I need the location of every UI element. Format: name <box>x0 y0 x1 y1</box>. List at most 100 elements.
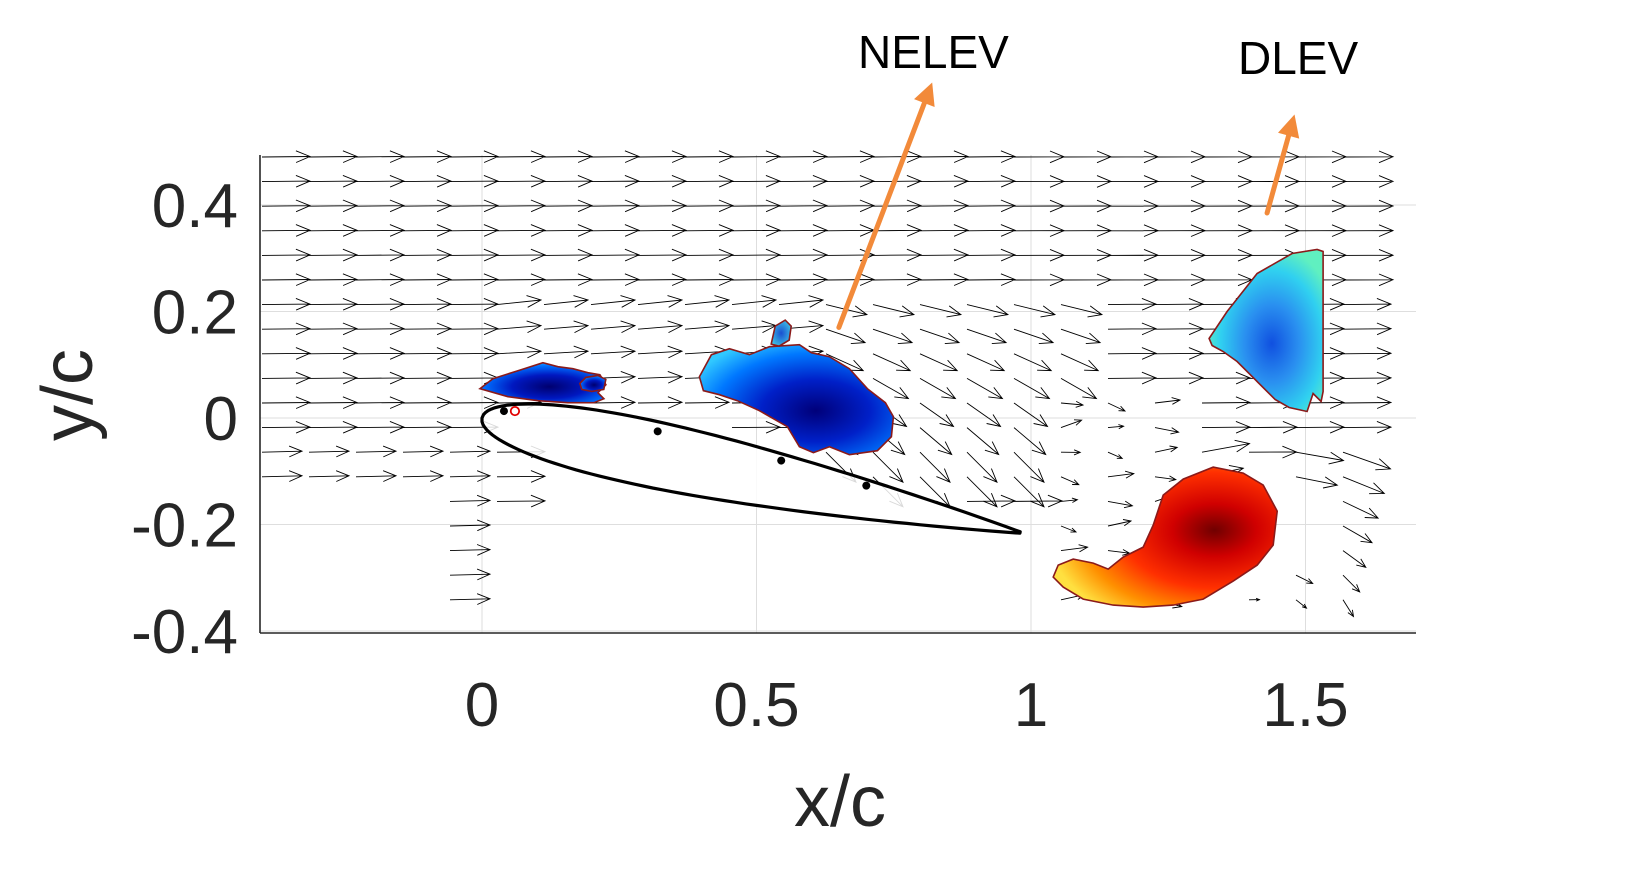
velocity-vector <box>355 322 406 336</box>
velocity-vector <box>1013 150 1066 164</box>
velocity-vector <box>1248 199 1301 213</box>
velocity-vector <box>496 150 547 163</box>
airfoil-marker-ring <box>509 405 521 417</box>
airfoil-outline <box>480 402 1022 535</box>
velocity-vector <box>825 353 865 372</box>
velocity-vector <box>496 199 547 213</box>
velocity-vector <box>684 273 735 286</box>
velocity-vector <box>402 248 453 262</box>
velocity-vector <box>825 224 876 237</box>
velocity-vector <box>449 150 500 163</box>
velocity-vector <box>872 224 923 237</box>
velocity-vector <box>1295 599 1308 609</box>
velocity-vector <box>308 199 359 213</box>
annotation-arrow-dlev-shaft <box>1264 133 1292 216</box>
velocity-vector <box>1107 424 1125 430</box>
velocity-vector <box>731 320 778 333</box>
velocity-vector <box>496 494 547 508</box>
velocity-vector <box>1342 451 1392 471</box>
velocity-vector <box>1154 322 1205 336</box>
velocity-vector <box>731 224 782 237</box>
velocity-vector <box>1342 420 1393 434</box>
velocity-vector <box>1342 224 1395 237</box>
velocity-vector <box>1154 224 1207 237</box>
velocity-vector <box>1013 248 1066 262</box>
velocity-vector <box>1295 224 1348 237</box>
velocity-vector <box>684 199 735 213</box>
velocity-vector <box>449 396 500 409</box>
velocity-vector <box>355 347 406 360</box>
velocity-vector <box>684 396 731 409</box>
velocity-vector <box>449 248 500 262</box>
velocity-vector <box>1342 322 1393 336</box>
velocity-vector <box>1107 175 1160 188</box>
velocity-vector <box>308 297 359 311</box>
velocity-vector <box>731 295 778 308</box>
velocity-vector <box>496 174 547 188</box>
velocity-vector <box>966 199 1017 213</box>
velocity-vector <box>1201 420 1252 434</box>
velocity-vector <box>684 174 735 188</box>
velocity-vector <box>543 224 594 237</box>
velocity-vector <box>1342 175 1395 188</box>
velocity-vector <box>1154 347 1205 360</box>
velocity-vector <box>590 396 637 409</box>
velocity-vector <box>1342 150 1395 164</box>
velocity-vector <box>966 494 1017 508</box>
velocity-vector <box>402 297 453 311</box>
velocity-vector <box>684 150 735 163</box>
vorticity-blob-nelev <box>698 343 895 456</box>
velocity-vector <box>1060 224 1113 237</box>
velocity-vector <box>590 224 641 237</box>
velocity-vector <box>1013 224 1066 237</box>
velocity-vector <box>1201 396 1252 409</box>
velocity-vector <box>449 273 500 286</box>
velocity-vector <box>919 150 970 163</box>
velocity-vector <box>778 150 829 163</box>
velocity-vector <box>966 150 1017 163</box>
velocity-vector <box>637 345 684 359</box>
velocity-vector <box>872 150 923 163</box>
velocity-vector <box>1013 451 1045 484</box>
velocity-vector <box>402 273 453 286</box>
velocity-vector <box>1107 297 1158 311</box>
velocity-vector <box>402 150 453 163</box>
velocity-vector <box>966 378 1004 400</box>
velocity-vector <box>261 371 312 385</box>
velocity-vector <box>684 248 735 262</box>
velocity-vector <box>1060 353 1100 372</box>
velocity-vector <box>919 402 955 428</box>
velocity-vector <box>261 150 312 163</box>
velocity-vector <box>261 470 304 482</box>
velocity-vector <box>355 371 406 385</box>
y-tick-label: -0.2 <box>131 492 238 561</box>
velocity-vector <box>261 396 312 409</box>
velocity-vector <box>1060 150 1113 164</box>
velocity-vector <box>543 150 594 163</box>
velocity-vector <box>1107 470 1135 479</box>
vorticity-regions <box>478 248 1324 608</box>
velocity-vector <box>449 544 492 556</box>
velocity-vector <box>449 199 500 213</box>
velocity-vector <box>1107 150 1160 164</box>
annotation-arrow-nelev-shaft <box>836 100 927 330</box>
velocity-vector <box>637 224 688 237</box>
velocity-vector <box>1342 248 1395 262</box>
vorticity-blob-dlev <box>1208 248 1324 413</box>
velocity-vector <box>402 224 453 237</box>
velocity-vector <box>966 427 1000 456</box>
velocity-vector <box>919 451 951 484</box>
velocity-vector <box>919 304 963 318</box>
velocity-vector <box>1154 475 1177 482</box>
velocity-vector <box>684 224 735 237</box>
velocity-vector <box>1295 150 1348 164</box>
velocity-vector <box>261 273 312 286</box>
velocity-vector <box>308 224 359 237</box>
velocity-vector <box>1154 371 1205 385</box>
velocity-vector <box>355 470 398 482</box>
velocity-vector <box>261 224 312 237</box>
velocity-vector <box>308 470 351 482</box>
velocity-vector <box>402 322 453 336</box>
velocity-vector <box>637 396 684 409</box>
